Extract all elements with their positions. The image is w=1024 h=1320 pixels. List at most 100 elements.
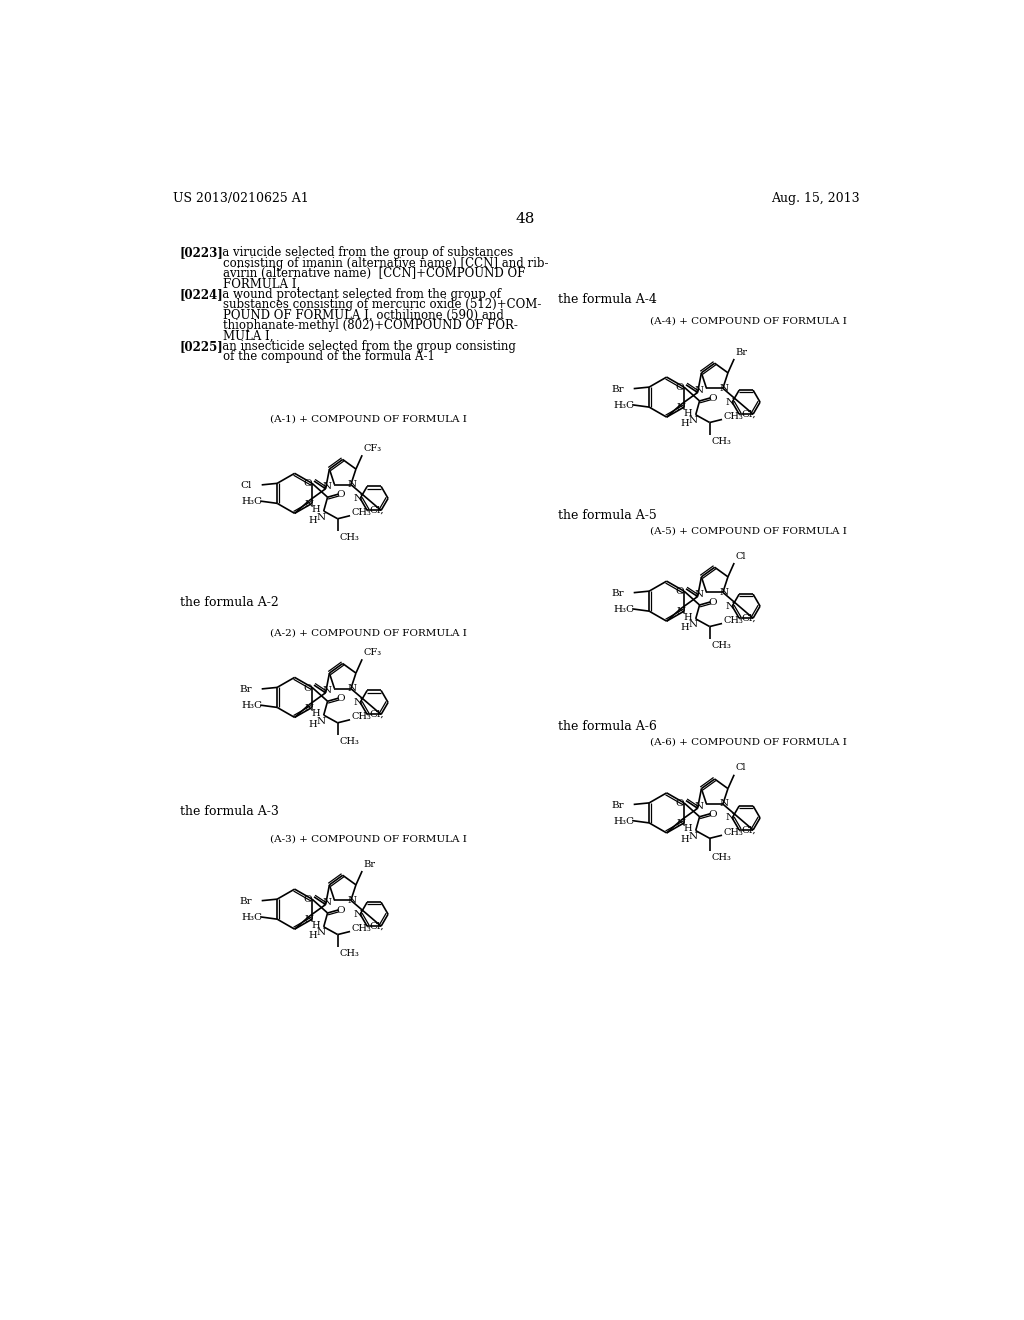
Text: H: H [311, 506, 319, 513]
Text: Cl,: Cl, [741, 825, 756, 834]
Text: Br: Br [240, 896, 253, 906]
Text: N: N [694, 801, 703, 810]
Text: N: N [677, 404, 686, 412]
Text: N: N [677, 818, 686, 828]
Text: Br: Br [364, 859, 376, 869]
Text: (A-4) + COMPOUND OF FORMULA I: (A-4) + COMPOUND OF FORMULA I [649, 317, 847, 325]
Text: CH₃: CH₃ [712, 642, 731, 651]
Text: Br: Br [612, 385, 625, 393]
Text: N: N [689, 416, 698, 425]
Text: Cl,: Cl, [741, 614, 756, 623]
Text: H₃C: H₃C [613, 401, 635, 411]
Text: H: H [681, 836, 689, 845]
Text: N: N [323, 482, 332, 491]
Text: Br: Br [240, 685, 253, 694]
Text: H: H [683, 825, 692, 833]
Text: an insecticide selected from the group consisting: an insecticide selected from the group c… [211, 339, 516, 352]
Text: O: O [337, 906, 345, 915]
Text: [0224]: [0224] [180, 288, 223, 301]
Text: (A-3) + COMPOUND OF FORMULA I: (A-3) + COMPOUND OF FORMULA I [269, 834, 467, 843]
Text: the formula A-5: the formula A-5 [558, 508, 656, 521]
Text: H₃C: H₃C [613, 817, 635, 826]
Text: CH₃: CH₃ [351, 508, 372, 517]
Text: N: N [689, 620, 698, 630]
Text: the formula A-6: the formula A-6 [558, 721, 657, 734]
Text: N: N [348, 480, 357, 488]
Text: POUND OF FORMULA I, octhilinone (590) and: POUND OF FORMULA I, octhilinone (590) an… [222, 309, 504, 322]
Text: Cl,: Cl, [370, 921, 384, 931]
Text: N: N [353, 909, 362, 919]
Text: the formula A-3: the formula A-3 [180, 805, 279, 818]
Text: (A-5) + COMPOUND OF FORMULA I: (A-5) + COMPOUND OF FORMULA I [649, 527, 847, 536]
Text: H₃C: H₃C [242, 498, 262, 506]
Text: CF₃: CF₃ [364, 648, 382, 657]
Text: Cl,: Cl, [741, 409, 756, 418]
Text: Cl,: Cl, [370, 710, 384, 719]
Text: [0225]: [0225] [180, 339, 223, 352]
Text: the formula A-4: the formula A-4 [558, 293, 657, 306]
Text: FORMULA I,: FORMULA I, [222, 277, 300, 290]
Text: CH₃: CH₃ [351, 924, 372, 933]
Text: H: H [681, 420, 689, 429]
Text: CH₃: CH₃ [339, 738, 359, 746]
Text: consisting of imanin (alternative name) [CCN] and rib-: consisting of imanin (alternative name) … [222, 256, 548, 269]
Text: N: N [720, 384, 729, 392]
Text: N: N [353, 698, 362, 706]
Text: MULA I,: MULA I, [222, 330, 273, 342]
Text: of the compound of the formula A-1: of the compound of the formula A-1 [222, 350, 434, 363]
Text: H₃C: H₃C [613, 605, 635, 614]
Text: Cl,: Cl, [370, 506, 384, 515]
Text: N: N [694, 590, 703, 599]
Text: N: N [305, 915, 314, 924]
Text: Cl: Cl [735, 552, 746, 561]
Text: H: H [308, 516, 317, 524]
Text: N: N [720, 587, 729, 597]
Text: O: O [303, 684, 312, 693]
Text: O: O [337, 694, 345, 704]
Text: Br: Br [612, 800, 625, 809]
Text: H: H [311, 709, 319, 718]
Text: (A-2) + COMPOUND OF FORMULA I: (A-2) + COMPOUND OF FORMULA I [269, 628, 467, 638]
Text: CH₃: CH₃ [351, 713, 372, 721]
Text: N: N [323, 686, 332, 696]
Text: N: N [316, 717, 326, 726]
Text: CH₃: CH₃ [712, 853, 731, 862]
Text: Br: Br [612, 589, 625, 598]
Text: N: N [725, 602, 734, 611]
Text: Br: Br [735, 347, 748, 356]
Text: [0223]: [0223] [180, 246, 224, 259]
Text: N: N [720, 800, 729, 808]
Text: CH₃: CH₃ [724, 828, 743, 837]
Text: H: H [311, 921, 319, 929]
Text: H₃C: H₃C [242, 913, 262, 921]
Text: O: O [676, 799, 684, 808]
Text: N: N [316, 928, 326, 937]
Text: H₃C: H₃C [242, 701, 262, 710]
Text: N: N [725, 813, 734, 822]
Text: CH₃: CH₃ [712, 437, 731, 446]
Text: H: H [308, 719, 317, 729]
Text: CH₃: CH₃ [339, 949, 359, 958]
Text: O: O [676, 587, 684, 597]
Text: O: O [709, 598, 717, 607]
Text: N: N [689, 832, 698, 841]
Text: O: O [337, 490, 345, 499]
Text: thiophanate-methyl (802)+COMPOUND OF FOR-: thiophanate-methyl (802)+COMPOUND OF FOR… [222, 319, 517, 331]
Text: US 2013/0210625 A1: US 2013/0210625 A1 [173, 193, 308, 206]
Text: Aug. 15, 2013: Aug. 15, 2013 [771, 193, 860, 206]
Text: a wound protectant selected from the group of: a wound protectant selected from the gro… [211, 288, 501, 301]
Text: (A-6) + COMPOUND OF FORMULA I: (A-6) + COMPOUND OF FORMULA I [649, 738, 847, 746]
Text: N: N [348, 684, 357, 693]
Text: substances consisting of mercuric oxide (512)+COM-: substances consisting of mercuric oxide … [222, 298, 541, 312]
Text: N: N [725, 397, 734, 407]
Text: N: N [677, 607, 686, 616]
Text: avirin (alternative name)  [CCN]+COMPOUND OF: avirin (alternative name) [CCN]+COMPOUND… [222, 267, 525, 280]
Text: H: H [683, 409, 692, 417]
Text: CH₃: CH₃ [724, 616, 743, 624]
Text: O: O [709, 810, 717, 818]
Text: N: N [305, 499, 314, 508]
Text: N: N [316, 512, 326, 521]
Text: O: O [676, 383, 684, 392]
Text: H: H [308, 932, 317, 940]
Text: the formula A-2: the formula A-2 [180, 595, 279, 609]
